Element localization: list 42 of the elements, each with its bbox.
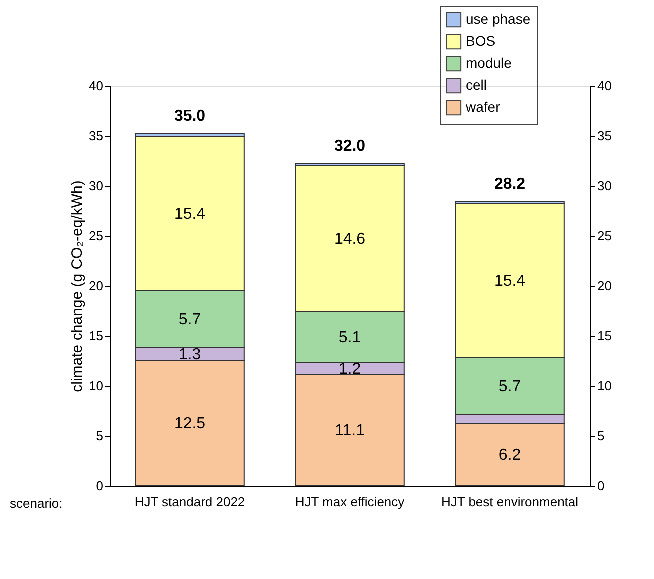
x-tick-label: HJT max efficiency: [295, 494, 406, 510]
y-tick-label: 20: [89, 278, 104, 294]
y-tick-label: 0: [96, 478, 104, 494]
y2-tick-label: 20: [598, 278, 612, 294]
y-tick-label: 30: [89, 178, 104, 194]
data-label: 14.6: [334, 231, 366, 248]
x-tick-label: HJT standard 2022: [134, 494, 246, 510]
y2-tick-label: 5: [598, 428, 605, 444]
data-label: 11.1: [335, 422, 366, 440]
text: scenario:: [10, 496, 63, 511]
data-label: 1.2: [338, 361, 362, 378]
total-label: 28.2: [494, 176, 526, 193]
data-label: 12.5: [174, 416, 206, 432]
y-tick-label: 10: [89, 378, 104, 394]
data-label: 15.4: [174, 206, 206, 223]
total-label: 35.0: [174, 108, 206, 125]
legend-label: module: [466, 55, 512, 71]
y2-tick-label: 15: [598, 328, 612, 344]
data-label: 1.3: [178, 346, 202, 364]
total-label: 32.0: [334, 138, 366, 155]
data-label: 5.7: [498, 378, 522, 396]
y-axis-title: climate change (g CO₂-eq/kWh): [69, 180, 86, 392]
y2-tick-label: 25: [598, 228, 612, 244]
y-tick-label: 5: [96, 428, 104, 444]
y2-tick-label: 0: [598, 478, 605, 494]
x-tick-label: HJT best environmental: [441, 494, 579, 510]
y2-tick-label: 35: [598, 128, 612, 144]
legend-label: wafer: [465, 99, 501, 115]
y-tick-label: 15: [89, 328, 104, 344]
legend-label: BOS: [466, 33, 496, 49]
legend-label: use phase: [466, 11, 531, 27]
data-label: 5.1: [338, 330, 362, 346]
y2-tick-label: 30: [598, 178, 612, 194]
data-label: 6.2: [498, 447, 522, 464]
y-tick-label: 40: [89, 78, 104, 94]
legend-label: cell: [466, 77, 488, 93]
data-label: 5.7: [178, 312, 202, 328]
y2-tick-label: 40: [598, 78, 612, 94]
y-tick-label: 25: [89, 228, 104, 244]
y-tick-label: 35: [89, 128, 104, 144]
y2-tick-label: 10: [598, 378, 612, 394]
data-label: 15.4: [494, 273, 526, 290]
